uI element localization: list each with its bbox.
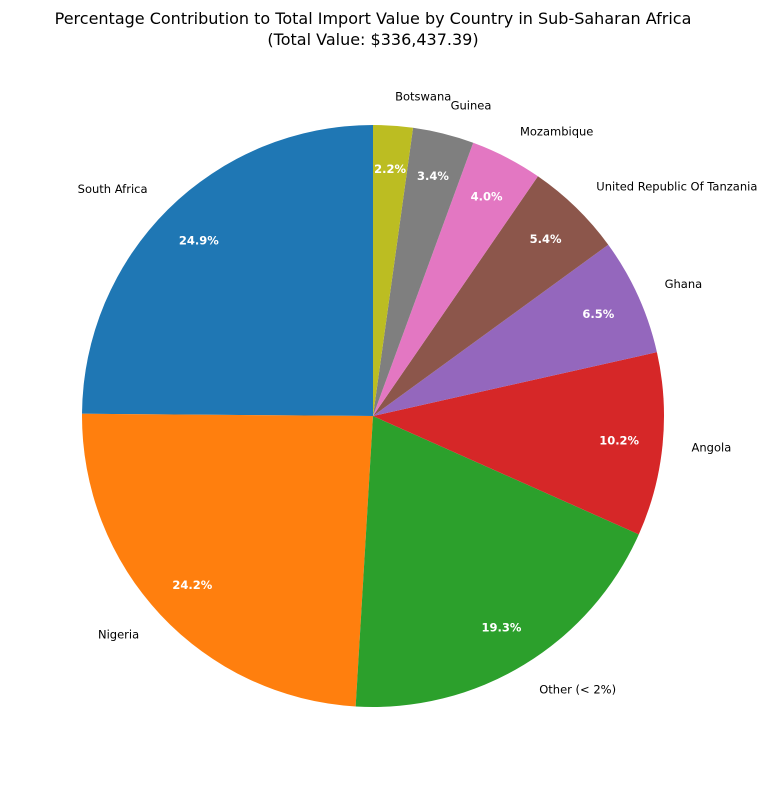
pie-slices [82,125,664,707]
pie-percent-label: 24.9% [179,233,219,247]
pie-category-label: South Africa [78,182,148,196]
chart-subtitle: (Total Value: $336,437.39) [267,30,478,49]
pie-category-label: Angola [692,441,732,455]
pie-percent-label: 10.2% [599,433,639,447]
pie-slice-ghana [373,244,657,416]
pie-percent-label: 2.2% [374,162,406,176]
pie-percent-label: 19.3% [482,620,522,634]
pie-slice-south-africa [82,125,373,416]
pie-slice-mozambique [373,142,538,416]
pie-slice-other-2 [355,416,639,707]
pie-category-label: United Republic Of Tanzania [596,180,757,194]
pie-category-label: Nigeria [98,628,139,642]
pie-category-label: Mozambique [520,125,593,139]
pie-category-label: Other (< 2%) [539,683,616,697]
chart-title: Percentage Contribution to Total Import … [55,9,692,28]
pie-slice-botswana [373,125,414,416]
pie-slice-angola [373,352,664,535]
pie-percent-label: 3.4% [417,169,449,183]
pie-percent-label: 24.2% [172,578,212,592]
pie-category-label: Botswana [395,90,451,104]
pie-slice-guinea [373,127,474,416]
pie-slice-nigeria [82,413,373,707]
pie-labels: 24.9% South Africa 24.2% Nigeria 19.3% Other … [78,90,758,697]
pie-percent-label: 6.5% [582,307,614,321]
pie-percent-label: 4.0% [471,189,503,203]
pie-category-label: Guinea [451,98,492,112]
pie-percent-label: 5.4% [530,232,562,246]
pie-category-label: Ghana [665,277,703,291]
pie-slice-united-republic-of-tanzania [373,176,609,416]
